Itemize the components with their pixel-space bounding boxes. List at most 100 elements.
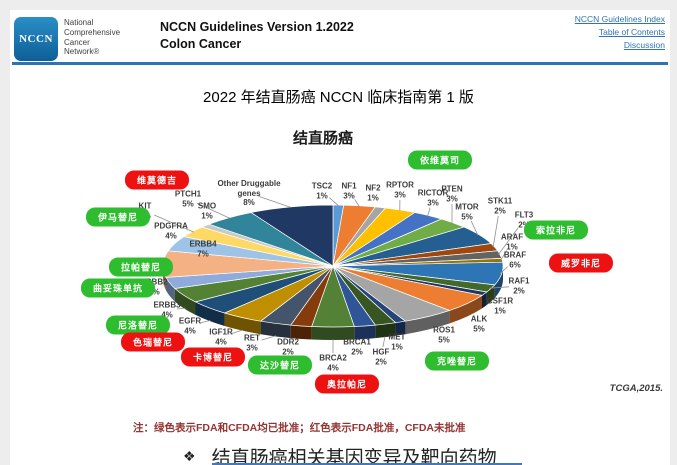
leader-line-ptch1 [196,202,230,219]
pie-slice-side-erbb3 [174,288,196,315]
header-link-table-of-contents[interactable]: Table of Contents [598,27,665,37]
drug-label-拉帕替尼: 拉帕替尼 [108,257,174,277]
leader-line-tsc2 [329,197,339,206]
gene-label-ros1: ROS1 5% [433,325,455,345]
chart-source: TCGA,2015. [609,383,663,394]
pie-slice-side-egfr [195,301,225,326]
gene-label-igf1r: IGF1R 4% [209,327,233,347]
gene-label-brca1: BRCA1 2% [343,337,371,357]
header-divider [12,62,668,65]
gene-label-met: MET 1% [388,332,406,352]
pie-slice-side-met [395,321,406,336]
drug-label-依维莫司: 依维莫司 [407,150,473,170]
org-name-line: Comprehensive [64,27,121,37]
pie-slice-other druggable [250,204,334,267]
leader-line-mtor [470,220,479,236]
org-name-line: Network® [64,47,100,57]
pie-slice-side-ros1 [405,310,450,335]
drug-label-威罗非尼: 威罗非尼 [548,253,614,273]
drug-label-维莫德吉: 维莫德吉 [124,170,190,190]
pie-slice-side-brca1 [354,325,376,340]
nccn-logo-text: NCCN [19,33,53,45]
section-caption: ❖ 结直肠癌相关基因变异及靶向药物 [183,443,497,465]
gene-label-erbb4: ERBB4 7% [189,239,217,259]
gene-label-other-druggable: Other Druggable genes 8% [217,178,281,207]
pie-slice-side-alk [449,295,482,324]
pie-slice-side-ret [260,321,291,339]
gene-label-pdgfra: PDGFRA 4% [154,221,188,241]
caption-underline [212,463,522,465]
org-name-line: Cancer [64,37,90,47]
leader-line-rictor [427,207,431,217]
leader-line-hgf [382,336,386,348]
diamond-bullet-icon: ❖ [183,448,196,464]
gene-label-nf1: NF1 3% [341,181,357,201]
cancer-type-title: Colon Cancer [160,37,242,51]
gene-label-ret: RET 3% [244,333,260,353]
nccn-logo: NCCN [14,17,58,61]
pie-slice-side-igf1r [224,313,261,335]
gene-label-pten: PTEN 3% [441,184,463,204]
gene-label-stk11: STK11 2% [487,196,513,216]
header-title: NCCN Guidelines Version 1.2022 Colon Can… [160,19,354,53]
drug-label-伊马替尼: 伊马替尼 [85,207,151,227]
leader-line-stk11 [492,215,499,248]
leader-line-other druggable [258,195,292,208]
drug-label-克唑替尼: 克唑替尼 [424,351,490,371]
page-subtitle: 2022 年结直肠癌 NCCN 临床指南第 1 版 [203,89,474,106]
pie-slice-side-hgf [375,322,396,339]
drug-label-达沙替尼: 达沙替尼 [247,355,313,375]
drug-label-索拉非尼: 索拉非尼 [523,220,589,240]
gene-label-araf: ARAF 1% [500,232,524,252]
pie-slice-side-brca2 [311,326,355,340]
gene-label-nf2: NF2 1% [365,183,381,203]
drug-label-色瑞替尼: 色瑞替尼 [120,332,186,352]
leader-line-egfr [199,319,211,324]
gene-label-tsc2: TSC2 1% [311,181,333,201]
gene-label-rictor: RICTOR 3% [417,188,449,208]
pie-slice-side-csf1r [482,292,487,309]
drug-label-卡博替尼: 卡博替尼 [180,347,246,367]
gene-label-csf1r: CSF1R 1% [486,296,514,316]
gene-label-brca2: BRCA2 4% [319,353,347,373]
leader-line-igf1r [230,329,243,335]
gene-label-braf: BRAF 6% [503,250,527,270]
drug-label-尼洛替尼: 尼洛替尼 [105,315,171,335]
drug-label-奥拉帕尼: 奥拉帕尼 [314,374,380,394]
gene-label-mtor: MTOR 5% [455,202,479,222]
gene-label-raf1: RAF1 2% [508,276,530,296]
leader-line-kit [154,214,194,233]
leader-line-erbb3 [176,307,186,310]
leader-line-nf1 [354,199,360,207]
pie-slice-side-erbb2 [166,277,175,302]
gene-label-egfr: EGFR 4% [178,316,202,336]
leader-line-raf1 [489,286,510,289]
header-link-nccn-guidelines-index[interactable]: NCCN Guidelines Index [574,14,665,24]
approval-footnote: 注：绿色表示FDA和CFDA均已批准；红色表示FDA批准，CFDA未批准 [133,422,466,434]
pie-slice-side-raf1 [486,284,495,305]
org-name: National Comprehensive Cancer Network® [64,18,120,57]
leader-line-flt3 [497,227,519,255]
guidelines-version-title: NCCN Guidelines Version 1.2022 [160,20,354,34]
leader-line-araf [500,250,508,261]
gene-label-alk: ALK 5% [470,314,488,334]
pie-slice-side-braf [494,266,504,298]
caption-text: 结直肠癌相关基因变异及靶向药物 [211,448,497,465]
leader-line-braf [499,266,508,274]
gene-label-smo: SMO 1% [197,201,217,221]
gene-label-hgf: HGF 2% [372,347,390,367]
org-name-line: National [64,18,94,27]
leader-line-ret [261,335,277,341]
gene-label-ptch1: PTCH1 5% [174,189,202,209]
gene-label-rptor: RPTOR 3% [386,180,414,200]
gene-label-erbb3: ERBB3 4% [153,300,181,320]
header-link-discussion[interactable]: Discussion [623,40,665,50]
drug-label-曲妥珠单抗: 曲妥珠单抗 [80,278,156,298]
pie-slice-side-ddr2 [290,325,312,340]
header-links: NCCN Guidelines Index Table of Contents Di… [575,13,665,52]
chart-title: 结直肠癌 [292,130,354,147]
gene-label-ddr2: DDR2 2% [277,337,299,357]
